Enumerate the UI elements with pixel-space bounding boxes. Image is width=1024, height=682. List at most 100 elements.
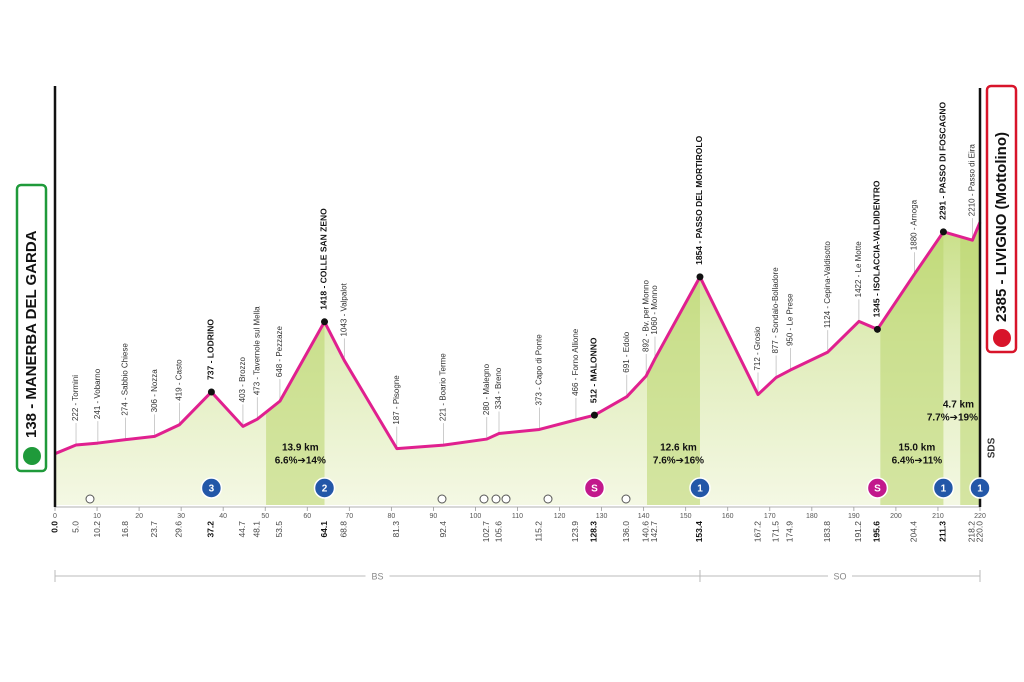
waypoint-label: 1880 - Arnoga (910, 199, 919, 250)
waypoint-label: 280 - Malegno (482, 363, 491, 415)
waypoint-label: 221 - Boario Terme (439, 353, 448, 421)
waypoint-label: 241 - Vobarno (93, 368, 102, 419)
km-label: 16.8 (120, 521, 130, 538)
climb-shade (266, 321, 325, 505)
start-icon (23, 447, 41, 465)
km-label: 183.8 (822, 521, 832, 543)
climb-category: 1 (697, 484, 703, 495)
sprint-label: S (591, 484, 598, 495)
waypoint-label: 691 - Edolo (622, 331, 631, 372)
km-label: 153.4 (694, 521, 704, 543)
climb-gradient: 7.7%➔19% (927, 413, 978, 424)
x-tick-label: 60 (303, 513, 311, 520)
waypoint-label: 1060 - Monno (650, 285, 659, 335)
climb-shade (647, 276, 700, 505)
waypoint-label: 737 - LODRINO (206, 319, 216, 380)
x-tick-label: 70 (345, 513, 353, 520)
km-label: 123.9 (570, 521, 580, 543)
waypoint-label: 222 - Tormini (71, 375, 80, 421)
km-label: 102.7 (481, 521, 491, 543)
climb-marker (689, 477, 711, 499)
ground-layer: 2004006008001000120014001600180020002200 (55, 218, 980, 505)
waypoint-label: 403 - Brozzo (238, 356, 247, 402)
summit-dot (207, 388, 215, 396)
summit-dot (590, 411, 598, 419)
summit-dot (321, 318, 329, 326)
start-box (15, 183, 48, 473)
km-label: 53.5 (274, 521, 284, 538)
sprint-marker (866, 477, 889, 499)
x-tick-label: 50 (261, 513, 269, 520)
km-label: 37.2 (206, 521, 216, 538)
km-label: 68.8 (339, 521, 349, 538)
x-tick-label: 180 (806, 513, 818, 520)
climb-gradient: 6.4%➔11% (892, 456, 943, 467)
km-label: 195.6 (872, 521, 882, 543)
waypoint-label: 877 - Sondalo-Bolladore (771, 267, 780, 354)
x-tick-label: 90 (430, 513, 438, 520)
climb-marker (969, 477, 991, 499)
km-label: 23.7 (149, 521, 159, 538)
waypoint-label: 512 - MALONNO (589, 337, 599, 403)
x-tick-label: 30 (177, 513, 185, 520)
climb-category: 3 (209, 484, 215, 495)
km-label: 191.2 (853, 521, 863, 543)
waypoint-label: 892 - Bv. per Monno (641, 280, 650, 352)
waypoint-label: 187 - Pisogne (392, 375, 401, 425)
km-label: 167.2 (752, 521, 762, 543)
icon (621, 494, 631, 504)
waypoint-label: 1124 - Cepina-Valdisotto (823, 241, 832, 328)
km-label: 136.0 (621, 521, 631, 543)
x-tick-label: 200 (890, 513, 902, 520)
icon (501, 494, 511, 504)
region-label: BS (371, 571, 383, 581)
waypoint-label: 306 - Nozza (150, 369, 159, 413)
waypoint-label: 274 - Sabbio Chiese (121, 343, 130, 416)
km-label: 105.6 (493, 521, 503, 543)
climb-length: 13.9 km (282, 443, 319, 454)
climb-category: 1 (941, 484, 947, 495)
climb-length: 4.7 km (943, 400, 974, 411)
climb-category: 1 (977, 484, 983, 495)
x-tick-label: 120 (554, 513, 566, 520)
region-label: SO (833, 571, 846, 581)
climb-length: 12.6 km (660, 443, 697, 454)
km-label: 142.7 (649, 521, 659, 543)
x-tick-label: 80 (387, 513, 395, 520)
icon (479, 494, 489, 504)
km-label: 29.6 (174, 521, 184, 538)
main-layer: 0.0 222 - Tormini 5.0 241 - Vobarno 10.2 274 … (15, 84, 1018, 582)
waypoint-label: 1043 - Valpalot (339, 282, 348, 336)
waypoint-label: 1854 - PASSO DEL MORTIROLO (694, 135, 704, 264)
km-label: 218.2 (967, 521, 977, 543)
x-tick-label: 20 (135, 513, 143, 520)
sprint-label: S (874, 484, 881, 495)
icon (85, 494, 95, 504)
summit-dot (873, 325, 881, 333)
climb-gradient: 7.6%➔16% (653, 456, 704, 467)
summit-dot (696, 273, 704, 281)
waypoint-label: 2210 - Passo di Eira (968, 144, 977, 217)
finish-label: 2385 - LIVIGNO (Mottolino) (993, 132, 1010, 322)
km-label: 115.2 (534, 521, 544, 542)
x-tick-label: 40 (219, 513, 227, 520)
icon (491, 494, 501, 504)
waypoint-label: 373 - Capo di Ponte (534, 334, 543, 406)
service-icons (85, 494, 631, 504)
sprint-marker (583, 477, 606, 499)
km-label: 10.2 (92, 521, 102, 538)
ground-area (55, 222, 980, 505)
km-label: 0.0 (49, 521, 59, 533)
waypoint-label: 2291 - PASSO DI FOSCAGNO (938, 102, 948, 220)
waypoint-label: 466 - Forno Allione (571, 328, 580, 396)
start-label: 138 - MANERBA DEL GARDA (23, 230, 40, 438)
climb-marker (200, 477, 223, 499)
waypoint-label: 1422 - Le Motte (854, 241, 863, 298)
km-label: 64.1 (319, 521, 329, 538)
waypoint-label: 1418 - COLLE SAN ZENO (319, 208, 329, 310)
x-tick-label: 140 (638, 513, 650, 520)
waypoint-label: 1345 - ISOLACCIA-VALDIDENTRO (872, 180, 882, 317)
icon (543, 494, 553, 504)
km-label: 44.7 (237, 521, 247, 538)
